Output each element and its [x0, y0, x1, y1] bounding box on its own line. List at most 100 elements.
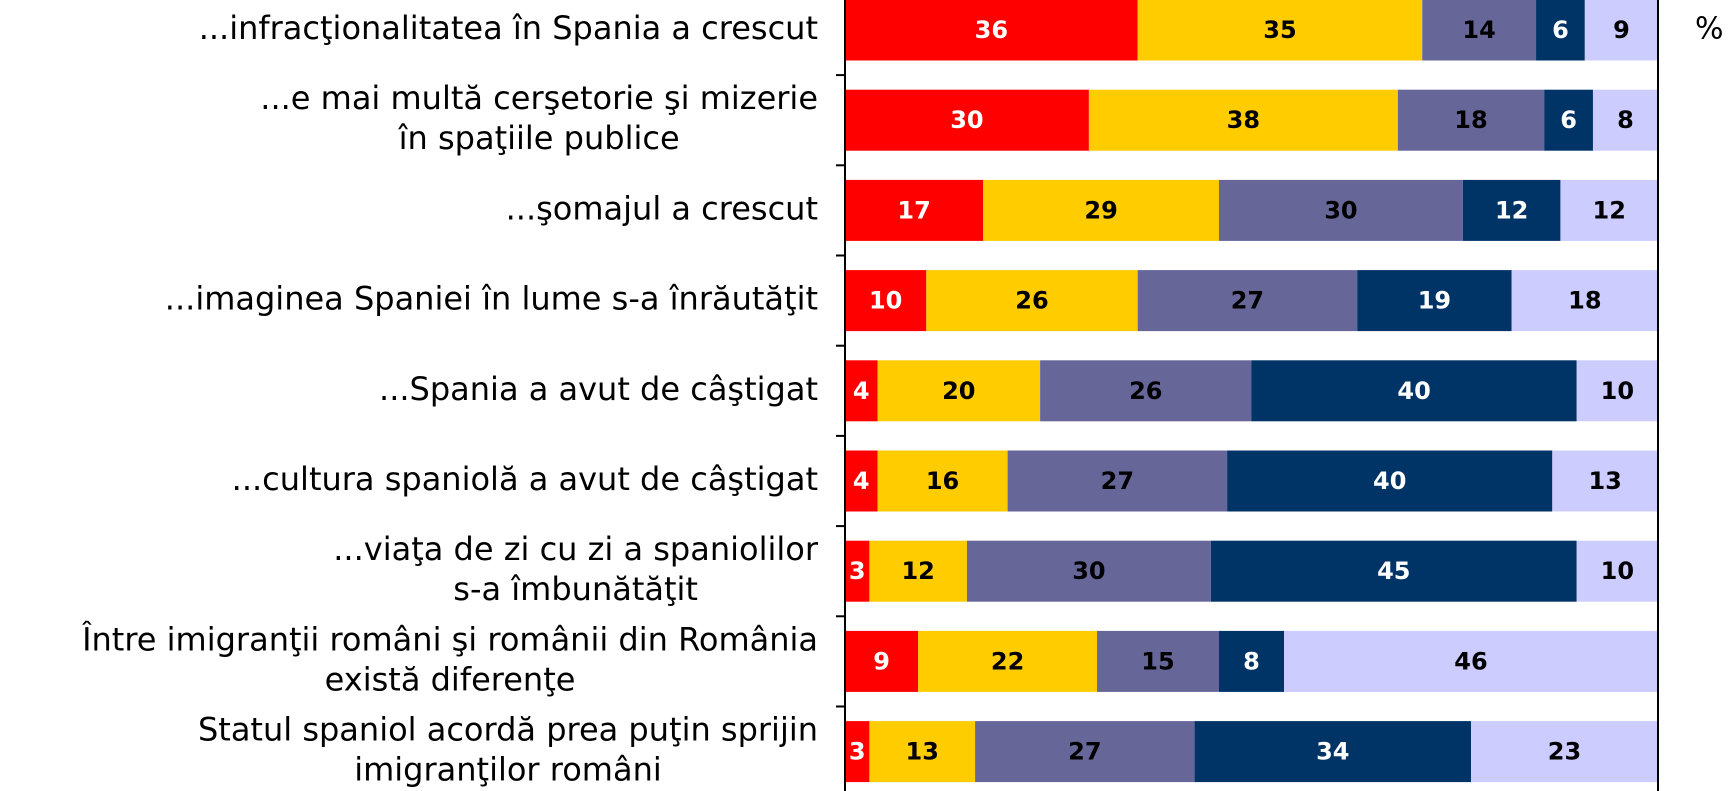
category-label: s-a îmbunătăţit — [453, 570, 698, 608]
value-label: 30 — [1072, 557, 1105, 585]
bar-segment — [918, 630, 1098, 692]
value-label: 3 — [849, 738, 866, 766]
bar-segment — [869, 721, 976, 783]
value-label: 27 — [1101, 467, 1134, 495]
bar-segment — [1137, 270, 1358, 332]
category-label: există diferenţe — [325, 660, 576, 698]
bar-segment — [1560, 179, 1658, 241]
category-label: ...şomajul a crescut — [506, 189, 818, 227]
bar-segment — [845, 179, 984, 241]
bar-segment — [1284, 630, 1658, 692]
value-label: 38 — [1227, 106, 1260, 134]
bar-segment — [1218, 179, 1463, 241]
category-label: în spaţiile publice — [398, 119, 680, 157]
bar-segment — [1194, 721, 1472, 783]
bar-segment — [966, 540, 1211, 602]
bar-segment — [1040, 360, 1252, 422]
value-label: 6 — [1552, 16, 1569, 44]
value-label: 12 — [1495, 196, 1528, 224]
bar-segment — [983, 179, 1219, 241]
value-label: 10 — [1601, 377, 1634, 405]
bar-segment — [877, 450, 1008, 512]
value-label: 22 — [991, 647, 1024, 675]
value-label: 13 — [906, 738, 939, 766]
value-label: 26 — [1129, 377, 1162, 405]
value-label: 26 — [1015, 287, 1048, 315]
bar-segment — [926, 270, 1138, 332]
bar-segment — [1536, 0, 1585, 61]
value-label: 12 — [901, 557, 934, 585]
value-label: 15 — [1141, 647, 1174, 675]
value-label: 8 — [1243, 647, 1260, 675]
bar-segment — [845, 630, 919, 692]
value-label: 23 — [1548, 738, 1581, 766]
bar-segment — [845, 540, 870, 602]
category-label: Între imigranţii români şi românii din R… — [81, 620, 818, 658]
bar-segment — [1251, 360, 1577, 422]
value-label: 45 — [1377, 557, 1410, 585]
bar-segment — [1397, 89, 1545, 151]
category-label: ...Spania a avut de câştigat — [379, 370, 818, 408]
bar-segment — [1137, 0, 1423, 61]
value-label: 4 — [853, 467, 870, 495]
bar-segment — [1218, 630, 1285, 692]
bar-segment — [877, 360, 1041, 422]
bar-segment — [845, 0, 1138, 61]
value-label: 40 — [1373, 467, 1406, 495]
value-label: 13 — [1588, 467, 1621, 495]
value-label: 18 — [1568, 287, 1601, 315]
value-label: 4 — [853, 377, 870, 405]
bar-segment — [845, 721, 870, 783]
value-label: 36 — [975, 16, 1008, 44]
value-label: 30 — [950, 106, 983, 134]
category-label: ...viaţa de zi cu zi a spaniolilor — [333, 530, 819, 568]
value-label: 34 — [1316, 738, 1349, 766]
bar-segment — [1511, 270, 1658, 332]
category-label: ...imaginea Spaniei în lume s-a înrăutăţ… — [165, 280, 818, 318]
value-label: 16 — [926, 467, 959, 495]
bar-segment — [1544, 89, 1593, 151]
value-label: 27 — [1231, 287, 1264, 315]
bar-segment — [1097, 630, 1219, 692]
bar-segment — [845, 270, 927, 332]
bar-segment — [1210, 540, 1577, 602]
value-label: 9 — [873, 647, 890, 675]
value-label: 10 — [1601, 557, 1634, 585]
value-label: 17 — [897, 196, 930, 224]
bar-segment — [1592, 89, 1658, 151]
value-label: 8 — [1617, 106, 1634, 134]
category-label: ...e mai multă cerşetorie şi mizerie — [260, 79, 818, 117]
category-label: ...cultura spaniolă a avut de câştigat — [232, 460, 818, 498]
value-label: 19 — [1418, 287, 1451, 315]
bar-segment — [869, 540, 967, 602]
value-label: 14 — [1462, 16, 1495, 44]
category-label: imigranţilor români — [354, 751, 662, 789]
bar-segment — [1422, 0, 1537, 61]
value-label: 12 — [1593, 196, 1626, 224]
value-label: 3 — [849, 557, 866, 585]
bar-segment — [1576, 360, 1658, 422]
bar-segment — [1227, 450, 1553, 512]
bar-segment — [1552, 450, 1658, 512]
bar-segment — [1576, 540, 1658, 602]
value-label: 29 — [1084, 196, 1117, 224]
value-label: 10 — [869, 287, 902, 315]
bar-segment — [1088, 89, 1398, 151]
bar-segment — [845, 89, 1089, 151]
value-label: 20 — [942, 377, 975, 405]
bar-segment — [845, 360, 878, 422]
value-label: 18 — [1454, 106, 1487, 134]
bar-segment — [1471, 721, 1658, 783]
bar-segment — [1357, 270, 1512, 332]
value-label: 6 — [1560, 106, 1577, 134]
value-label: 35 — [1263, 16, 1296, 44]
category-label: ...infracţionalitatea în Spania a crescu… — [199, 9, 818, 47]
value-label: 40 — [1397, 377, 1430, 405]
bar-segment — [1462, 179, 1561, 241]
category-label: Statul spaniol acordă prea puţin sprijin — [198, 711, 818, 749]
bar-segment — [1007, 450, 1228, 512]
bar-segment — [975, 721, 1195, 783]
value-label: 27 — [1068, 738, 1101, 766]
value-label: 9 — [1613, 16, 1630, 44]
